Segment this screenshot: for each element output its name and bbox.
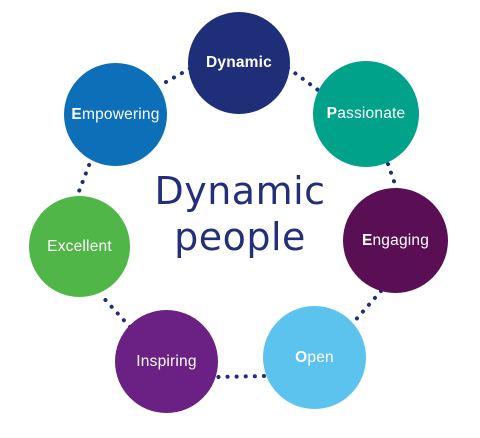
node-passionate-initial: P <box>326 105 338 122</box>
node-inspiring-prefix: Ins <box>136 352 158 370</box>
connector-open-inspiring <box>214 374 266 379</box>
connector-engaging-open <box>350 289 383 326</box>
center-title-line-1: Dynamic <box>154 169 326 213</box>
node-engaging-initial: E <box>361 231 373 249</box>
node-open-initial: O <box>295 348 308 366</box>
node-inspiring: Ins piring <box>115 310 218 413</box>
node-empowering-rest: mpowering <box>81 105 160 123</box>
node-empowering-initial: E <box>71 105 82 123</box>
connector-dynamic-passionate <box>286 66 320 92</box>
node-inspiring-rest: piring <box>157 352 197 370</box>
node-passionate-rest: assionate <box>337 105 406 122</box>
center-title-line-2: people <box>174 215 306 259</box>
node-excellent-initial: E <box>47 237 58 255</box>
node-engaging-rest: ngaging <box>372 231 430 249</box>
connector-passionate-engaging <box>386 162 399 192</box>
node-excellent-rest: xcellent <box>57 237 112 255</box>
connector-excellent-empowering <box>74 158 93 201</box>
node-dynamic-label: Dynamic <box>205 54 272 71</box>
node-dynamic: Dynamic <box>188 12 290 114</box>
center-title: Dynamic people <box>140 168 340 260</box>
connector-empowering-dynamic <box>164 66 193 84</box>
connector-inspiring-excellent <box>98 292 132 329</box>
node-open-rest: pen <box>307 348 334 366</box>
